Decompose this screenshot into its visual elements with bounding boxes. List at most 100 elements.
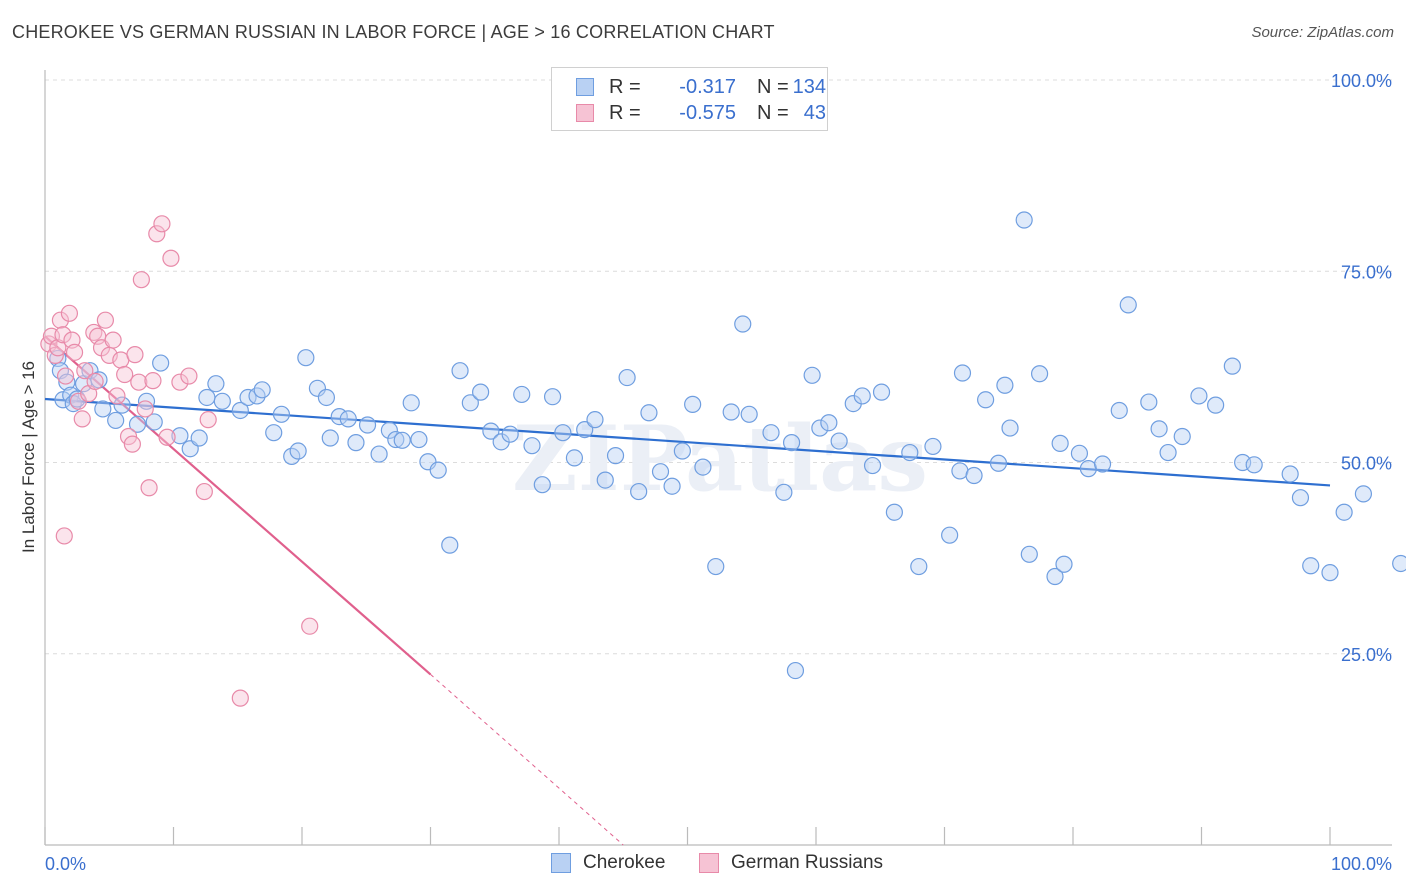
cherokee-point (231, 401, 249, 420)
cherokee-point (1055, 555, 1073, 573)
cherokee-point (533, 476, 551, 494)
german-russians-point (104, 331, 122, 349)
german-russians-point (56, 367, 75, 385)
german-russians-point (73, 410, 91, 428)
cherokee-point (472, 383, 490, 401)
cherokee-point (618, 368, 636, 387)
cherokee-point (596, 471, 614, 489)
cherokee-point (1281, 465, 1299, 483)
cherokee-point (1207, 396, 1225, 414)
german-russians-point (136, 400, 154, 418)
cherokee-point (58, 373, 76, 391)
cherokee-point (630, 482, 648, 501)
cherokee-point (152, 354, 170, 372)
cherokee-point (762, 424, 780, 442)
cherokee-point (576, 421, 594, 439)
cherokee-point (782, 434, 801, 452)
german-russians-point (54, 326, 72, 344)
cherokee-point (707, 557, 725, 576)
cherokee-point (543, 388, 562, 406)
german-russians-point (301, 617, 319, 635)
n-value: 134 (792, 76, 826, 98)
cherokee-point (1110, 401, 1128, 420)
cherokee-point (347, 434, 365, 452)
n-label: N = (757, 102, 789, 124)
cherokee-point (775, 483, 793, 501)
cherokee-point (317, 388, 336, 407)
german-russians-point (199, 411, 217, 429)
cherokee-point (171, 427, 189, 445)
cherokee-trend-line (44, 397, 1331, 487)
cherokee-point (606, 447, 625, 465)
cherokee-point (81, 362, 99, 380)
y-tick-label: 25.0% (1341, 645, 1392, 665)
cherokee-point (272, 405, 291, 423)
german-russians-point (86, 372, 104, 391)
cherokee-point (853, 387, 871, 405)
x-tick-label-min: 0.0% (45, 854, 86, 874)
cherokee-point (673, 442, 691, 460)
german-russians-point (171, 373, 189, 391)
cherokee-point (387, 430, 405, 449)
y-tick-label: 75.0% (1341, 262, 1392, 282)
german-russians-point (76, 362, 94, 380)
cherokee-point (977, 391, 995, 409)
axes (44, 70, 1392, 846)
cherokee-point (820, 414, 838, 432)
cherokee-point (198, 388, 216, 407)
cherokee-point (885, 503, 903, 521)
german-russians-point (140, 479, 158, 497)
german-russians-point (130, 373, 148, 391)
german-russians-point (116, 365, 134, 384)
cherokee-point (482, 422, 500, 440)
german-russians-point (162, 249, 180, 267)
german-russians-point (126, 346, 144, 364)
cherokee-point (1245, 456, 1263, 474)
cherokee-point (1119, 296, 1137, 314)
cherokee-point (586, 411, 604, 429)
german-russians-point (153, 215, 171, 233)
cherokee-label: Cherokee (583, 852, 666, 873)
german-russians-point (60, 304, 79, 322)
chart-title: CHEROKEE VS GERMAN RUSSIAN IN LABOR FORC… (12, 22, 775, 42)
cherokee-point (786, 661, 805, 680)
y-tick-label: 100.0% (1331, 71, 1392, 91)
cherokee-point (663, 477, 681, 495)
y-axis-label: In Labor Force | Age > 16 (19, 361, 38, 553)
cherokee-point (684, 395, 702, 413)
cherokee-point (1015, 211, 1033, 229)
german-russians-point (158, 428, 176, 446)
n-value: 43 (803, 102, 826, 124)
cherokee-point (901, 443, 919, 462)
cherokee-point (1392, 554, 1406, 573)
cherokee-point (1190, 387, 1208, 405)
cherokee-point (1321, 564, 1339, 582)
cherokee-point (339, 410, 357, 428)
cherokee-point (1354, 485, 1373, 503)
german-russians-point (144, 372, 162, 390)
cherokee-point (740, 405, 758, 423)
cherokee-point (289, 442, 307, 460)
cherokee-point (1030, 365, 1049, 383)
cherokee-point (565, 449, 584, 467)
cherokee-point (1051, 434, 1069, 452)
cherokee-swatch (551, 853, 571, 873)
german-russians-point (180, 367, 198, 385)
cherokee-point (107, 411, 125, 430)
cherokee-point (429, 461, 447, 479)
data-points (40, 211, 1406, 707)
german-russians-point (132, 271, 150, 289)
german-russians-point (55, 527, 73, 545)
cherokee-point (941, 526, 959, 544)
german-russians-swatch (576, 104, 594, 122)
cherokee-point (501, 425, 519, 443)
cherokee-point (734, 315, 752, 333)
cherokee-point (1070, 444, 1089, 462)
n-label: N = (757, 76, 789, 98)
cherokee-point (1159, 443, 1177, 462)
cherokee-point (1335, 503, 1353, 521)
cherokee-point (910, 557, 928, 576)
cherokee-point (523, 437, 541, 455)
cherokee-point (94, 400, 112, 418)
